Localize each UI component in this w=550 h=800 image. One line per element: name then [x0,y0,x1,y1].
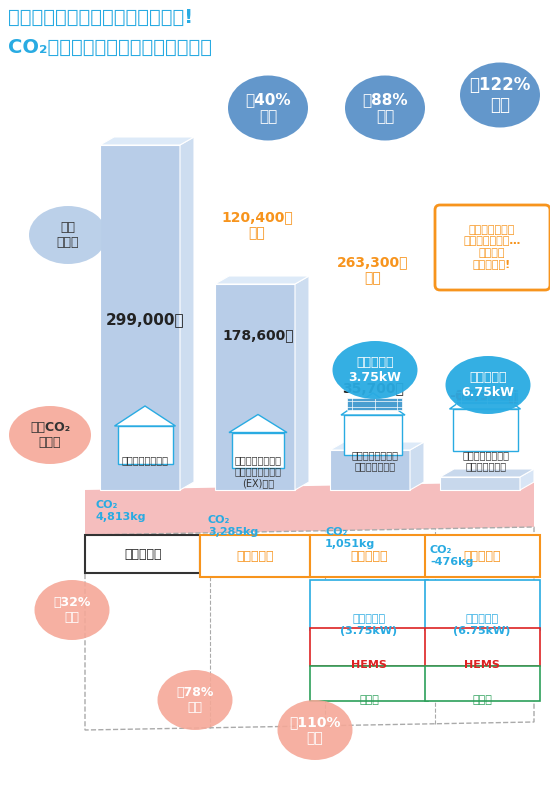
Text: オール電化: オール電化 [236,550,274,562]
Polygon shape [520,469,534,490]
Polygon shape [440,469,534,477]
Polygon shape [410,442,424,490]
Polygon shape [295,276,309,490]
Text: 35,700円: 35,700円 [342,381,404,395]
Text: 364,900円
削減: 364,900円 削減 [447,230,519,260]
Text: 太陽光発電
6.75kW: 太陽光発電 6.75kW [461,371,514,399]
Polygon shape [180,137,194,490]
Text: 年間の光熱費がこんなにおトクに!: 年間の光熱費がこんなにおトクに! [8,8,193,27]
Text: オール電化: オール電化 [463,550,500,562]
Ellipse shape [228,75,308,141]
Polygon shape [215,284,295,490]
Ellipse shape [157,670,233,730]
FancyBboxPatch shape [435,205,550,290]
Text: 約110%
削減: 約110% 削減 [289,715,341,745]
Polygon shape [449,384,520,409]
Text: 太陽光発電
3.75kW: 太陽光発電 3.75kW [349,356,402,384]
FancyBboxPatch shape [310,666,428,701]
FancyBboxPatch shape [425,580,540,630]
FancyBboxPatch shape [310,628,428,666]
Text: 年間CO₂
排出量: 年間CO₂ 排出量 [30,421,70,449]
Text: 120,400円
削減: 120,400円 削減 [221,210,293,240]
Text: CO₂
1,051kg: CO₂ 1,051kg [325,527,375,549]
Text: 通　風: 通 風 [359,695,379,705]
Polygon shape [215,276,309,284]
Text: オール電化: オール電化 [350,550,388,562]
Polygon shape [85,547,534,600]
Ellipse shape [333,341,417,399]
Text: 263,300円
削減: 263,300円 削減 [337,255,409,285]
Text: 太陽光発電
(3.75kW): 太陽光発電 (3.75kW) [340,614,398,636]
Polygon shape [347,398,402,410]
Text: CO₂
-476kg: CO₂ -476kg [430,545,474,566]
Polygon shape [100,137,194,145]
Text: ガス＋電気: ガス＋電気 [124,547,162,561]
Text: 約88%
削減: 約88% 削減 [362,92,408,124]
Polygon shape [330,442,424,450]
Polygon shape [114,406,175,426]
Text: 太陽光パネルを
さらに載せると…
光熱費が
マイナスに!: 太陽光パネルを さらに載せると… 光熱費が マイナスに! [463,225,521,270]
Text: 通　風: 通 風 [472,695,492,705]
FancyBboxPatch shape [310,580,428,630]
Text: 太陽光発電
(6.75kW): 太陽光発電 (6.75kW) [453,614,511,636]
Polygon shape [85,527,534,730]
Text: アイフルホームの
スマートハウス: アイフルホームの スマートハウス [463,450,509,472]
FancyBboxPatch shape [425,666,540,701]
Text: CO₂の排出量もこんなに抑えます。: CO₂の排出量もこんなに抑えます。 [8,38,212,57]
Ellipse shape [9,406,91,464]
Polygon shape [330,450,410,490]
Polygon shape [229,414,287,433]
FancyBboxPatch shape [200,535,310,577]
Ellipse shape [29,206,107,264]
Text: CO₂
3,285kg: CO₂ 3,285kg [208,515,258,537]
Text: HEMS: HEMS [464,660,500,670]
Text: 年間
光熱費: 年間 光熱費 [57,221,79,249]
Text: 約78%
削減: 約78% 削減 [177,686,214,714]
Text: アイフルホームの
次世代省エネ基準
(EX)の家: アイフルホームの 次世代省エネ基準 (EX)の家 [234,455,282,488]
Text: 新省エネ基準の家: 新省エネ基準の家 [122,455,168,465]
Text: CO₂
4,813kg: CO₂ 4,813kg [95,500,146,522]
FancyBboxPatch shape [425,535,540,577]
Polygon shape [85,482,534,555]
Polygon shape [232,433,284,467]
Polygon shape [341,393,405,415]
FancyBboxPatch shape [85,535,200,573]
Ellipse shape [460,62,540,127]
Polygon shape [100,145,180,490]
Polygon shape [453,409,518,451]
Polygon shape [118,426,173,464]
Ellipse shape [35,580,109,640]
Text: 178,600円: 178,600円 [222,328,294,342]
Polygon shape [440,477,520,490]
Text: アイフルホームの
スマートハウス: アイフルホームの スマートハウス [351,450,399,472]
Ellipse shape [345,75,425,141]
Polygon shape [455,389,518,404]
Text: -65,900円: -65,900円 [449,388,517,402]
Text: 299,000円: 299,000円 [106,313,184,327]
Text: HEMS: HEMS [351,660,387,670]
Text: 約122%
削減: 約122% 削減 [469,76,531,114]
Polygon shape [344,415,402,455]
FancyBboxPatch shape [425,628,540,666]
Ellipse shape [446,356,531,414]
Text: 約32%
削減: 約32% 削減 [53,596,91,624]
FancyBboxPatch shape [310,535,428,577]
Text: 約40%
削減: 約40% 削減 [245,92,291,124]
Ellipse shape [278,700,353,760]
